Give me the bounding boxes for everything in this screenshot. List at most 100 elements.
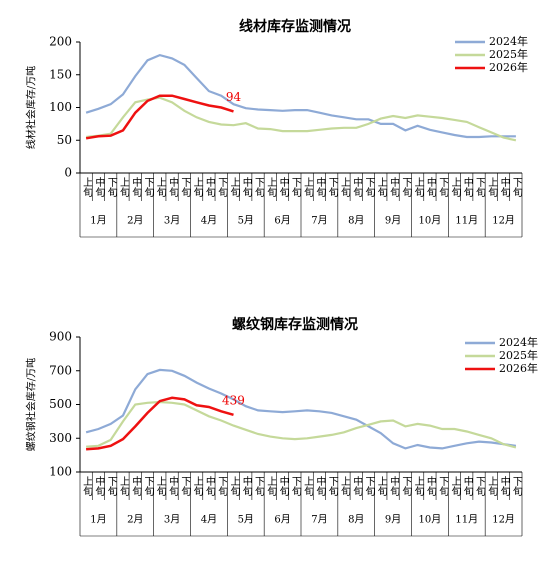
group-label: 4月	[201, 215, 217, 227]
x-tick-label: 下旬	[363, 476, 375, 497]
x-tick-label: 下旬	[400, 476, 412, 497]
x-tick-label: 上旬	[228, 476, 240, 497]
x-tick-label: 上旬	[412, 476, 424, 497]
x-tick-label: 下旬	[510, 177, 522, 198]
x-tick-label: 中旬	[388, 475, 400, 497]
x-tick-label: 上旬	[302, 177, 314, 198]
x-tick-label: 中旬	[388, 176, 400, 198]
x-tick-label: 中旬	[314, 176, 326, 198]
x-tick-label: 上旬	[154, 476, 166, 497]
x-tick-label: 中旬	[203, 475, 215, 497]
series-line	[85, 368, 517, 450]
x-tick-label: 下旬	[179, 476, 191, 497]
group-label: 9月	[385, 215, 401, 227]
x-tick-label: 中旬	[93, 475, 105, 497]
series-line	[85, 53, 516, 139]
x-tick-label: 上旬	[449, 476, 461, 497]
x-tick-label: 上旬	[486, 476, 498, 497]
group-label: 7月	[311, 215, 327, 227]
x-tick-label: 下旬	[142, 476, 154, 497]
group-label: 12月	[492, 215, 515, 227]
x-tick-label: 下旬	[510, 476, 522, 497]
data-label: 94	[226, 90, 242, 104]
x-tick-label: 上旬	[265, 476, 277, 497]
x-tick-label: 上旬	[191, 177, 203, 198]
x-tick-label: 下旬	[474, 476, 486, 497]
y-tick-label: 500	[49, 397, 72, 411]
group-label: 10月	[419, 514, 442, 526]
x-tick-label: 下旬	[289, 177, 301, 198]
legend-label: 2024年	[489, 34, 528, 48]
y-tick-label: 0	[64, 166, 72, 180]
group-label: 1月	[90, 514, 106, 526]
x-tick-label: 中旬	[167, 176, 179, 198]
y-tick-label: 150	[49, 67, 72, 81]
group-label: 11月	[455, 514, 478, 526]
group-label: 10月	[419, 215, 442, 227]
group-label: 12月	[492, 514, 515, 526]
x-tick-label: 下旬	[142, 177, 154, 198]
group-label: 2月	[127, 514, 143, 526]
y-tick-label: 100	[49, 465, 72, 479]
x-tick-label: 中旬	[277, 475, 289, 497]
group-label: 8月	[348, 215, 364, 227]
legend-label: 2026年	[489, 60, 528, 74]
x-tick-label: 中旬	[240, 176, 252, 198]
x-tick-label: 上旬	[191, 476, 203, 497]
group-label: 2月	[127, 215, 143, 227]
x-tick-label: 上旬	[412, 177, 424, 198]
x-tick-label: 上旬	[375, 476, 387, 497]
x-tick-label: 下旬	[105, 177, 117, 198]
x-tick-label: 中旬	[130, 176, 142, 198]
x-tick-label: 中旬	[424, 475, 436, 497]
x-tick-label: 中旬	[498, 176, 510, 198]
x-tick-label: 上旬	[154, 177, 166, 198]
x-tick-label: 下旬	[437, 177, 449, 198]
x-tick-label: 中旬	[93, 176, 105, 198]
x-tick-label: 下旬	[437, 476, 449, 497]
x-tick-label: 中旬	[240, 475, 252, 497]
x-tick-label: 下旬	[474, 177, 486, 198]
legend-label: 2024年	[499, 335, 538, 349]
x-tick-label: 下旬	[179, 177, 191, 198]
legend-label: 2025年	[499, 348, 538, 362]
y-tick-label: 100	[49, 100, 72, 114]
x-tick-label: 上旬	[117, 177, 129, 198]
series-line	[85, 94, 234, 140]
x-tick-label: 上旬	[338, 177, 350, 198]
series-line	[85, 96, 517, 142]
x-tick-label: 上旬	[338, 476, 350, 497]
x-tick-label: 中旬	[461, 475, 473, 497]
x-tick-label: 上旬	[117, 476, 129, 497]
data-label: 439	[222, 393, 245, 407]
y-tick-label: 200	[49, 35, 72, 49]
x-tick-label: 下旬	[253, 177, 265, 198]
x-tick-label: 下旬	[400, 177, 412, 198]
legend-label: 2025年	[489, 47, 528, 61]
y-axis-label: 线材社会库存/万吨	[25, 66, 38, 149]
y-tick-label: 50	[57, 133, 72, 147]
series-line	[86, 396, 234, 451]
x-tick-label: 上旬	[302, 476, 314, 497]
x-tick-label: 中旬	[351, 475, 363, 497]
y-tick-label: 700	[49, 363, 72, 377]
group-label: 3月	[164, 514, 180, 526]
x-tick-label: 中旬	[461, 176, 473, 198]
group-label: 3月	[164, 215, 180, 227]
y-axis-label: 螺纹钢社会库存/万吨	[25, 358, 38, 451]
y-tick-label: 900	[49, 330, 72, 344]
y-tick-label: 300	[49, 431, 72, 445]
x-tick-label: 下旬	[105, 476, 117, 497]
group-label: 5月	[238, 514, 254, 526]
x-tick-label: 下旬	[216, 177, 228, 198]
x-tick-label: 下旬	[253, 476, 265, 497]
x-tick-label: 下旬	[363, 177, 375, 198]
group-label: 7月	[311, 514, 327, 526]
x-tick-label: 下旬	[216, 476, 228, 497]
x-tick-label: 下旬	[326, 177, 338, 198]
x-tick-label: 中旬	[203, 176, 215, 198]
group-label: 6月	[274, 215, 290, 227]
x-tick-label: 上旬	[486, 177, 498, 198]
group-label: 1月	[90, 215, 106, 227]
